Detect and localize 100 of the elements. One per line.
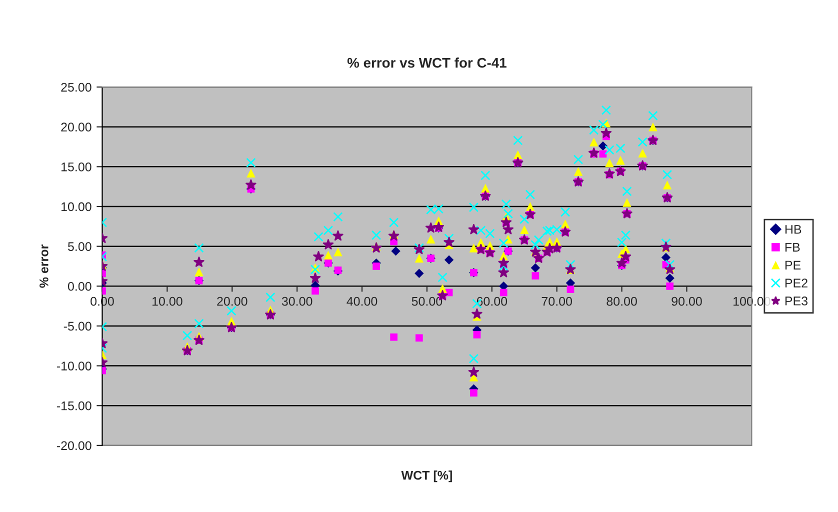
- point: [313, 251, 324, 262]
- point: [332, 230, 344, 241]
- point: [534, 235, 544, 245]
- point: [620, 230, 631, 240]
- point: [444, 234, 454, 244]
- point: [616, 257, 628, 268]
- point: [665, 274, 674, 283]
- x-tick-label: 90.00: [672, 296, 702, 306]
- point: [661, 238, 671, 248]
- point: [468, 366, 480, 377]
- y-tick-label: 20.00: [61, 122, 92, 132]
- point: [662, 180, 672, 190]
- point: [226, 306, 236, 316]
- legend-label: HB: [785, 225, 802, 234]
- point: [600, 128, 612, 138]
- point: [589, 138, 598, 146]
- point: [498, 257, 509, 268]
- point: [502, 224, 514, 234]
- point: [500, 288, 508, 296]
- legend-label: PE: [785, 260, 801, 270]
- x-tick-label: 70.00: [542, 296, 572, 306]
- point: [574, 167, 583, 176]
- point: [622, 198, 632, 207]
- point: [246, 158, 256, 168]
- point: [566, 260, 576, 270]
- point: [588, 148, 600, 158]
- point: [473, 331, 481, 338]
- point: [444, 236, 454, 248]
- point: [513, 150, 522, 160]
- point: [661, 252, 671, 262]
- point: [605, 158, 614, 168]
- legend-label: PE2: [785, 278, 808, 288]
- x-tick-label: 10.00: [152, 296, 182, 306]
- point: [532, 272, 540, 280]
- point: [526, 202, 535, 211]
- point: [648, 110, 658, 121]
- point: [616, 237, 627, 248]
- y-tick-label: 15.00: [61, 162, 92, 172]
- point: [372, 262, 380, 270]
- point: [414, 268, 424, 278]
- point: [638, 148, 647, 158]
- point: [498, 238, 508, 248]
- point: [310, 272, 321, 283]
- point: [472, 308, 482, 319]
- point: [498, 267, 509, 278]
- point: [530, 263, 540, 272]
- point: [468, 224, 480, 234]
- point: [560, 207, 570, 217]
- y-axis-title: % error: [40, 244, 48, 288]
- point: [266, 292, 276, 302]
- point: [525, 190, 536, 200]
- x-tick-label: 30.00: [282, 296, 312, 306]
- x-tick-label: 20.00: [217, 296, 248, 306]
- point: [638, 137, 648, 147]
- point: [371, 230, 382, 240]
- y-tick-label: -20.00: [56, 441, 92, 450]
- point: [598, 120, 608, 130]
- point: [323, 226, 334, 236]
- y-tick-label: -5.00: [64, 322, 92, 331]
- point: [664, 260, 675, 270]
- x-tick-label: 40.00: [346, 296, 378, 306]
- point: [622, 186, 632, 196]
- y-tick-label: 5.00: [68, 242, 92, 251]
- point: [573, 154, 584, 164]
- point: [333, 212, 343, 222]
- point: [414, 254, 424, 263]
- point: [616, 156, 625, 165]
- y-tick-label: 0.00: [68, 282, 92, 291]
- point: [530, 240, 540, 250]
- y-tick-label: -15.00: [56, 401, 92, 410]
- point: [388, 218, 399, 228]
- point: [601, 105, 612, 115]
- point: [314, 232, 324, 242]
- point: [480, 170, 490, 180]
- point: [666, 282, 674, 290]
- point: [520, 225, 529, 234]
- point: [560, 220, 570, 228]
- point: [324, 250, 333, 260]
- point: [322, 239, 334, 250]
- point: [470, 389, 478, 397]
- point: [390, 333, 398, 341]
- point: [391, 246, 400, 256]
- point: [468, 202, 479, 212]
- point: [481, 184, 490, 193]
- y-tick-label: -10.00: [56, 362, 92, 370]
- x-tick-label: 80.00: [606, 296, 637, 306]
- point: [566, 286, 574, 294]
- legend-label: FB: [785, 242, 800, 252]
- point: [501, 199, 512, 209]
- x-tick-label: 50.00: [412, 296, 442, 306]
- point: [444, 255, 454, 264]
- point: [194, 318, 204, 328]
- x-axis-title: WCT [%]: [401, 470, 452, 482]
- y-tick-label: 25.00: [61, 82, 92, 92]
- point: [620, 251, 632, 262]
- point: [334, 248, 342, 256]
- point: [415, 334, 423, 342]
- point: [520, 214, 530, 224]
- point: [246, 179, 256, 190]
- point: [503, 208, 514, 219]
